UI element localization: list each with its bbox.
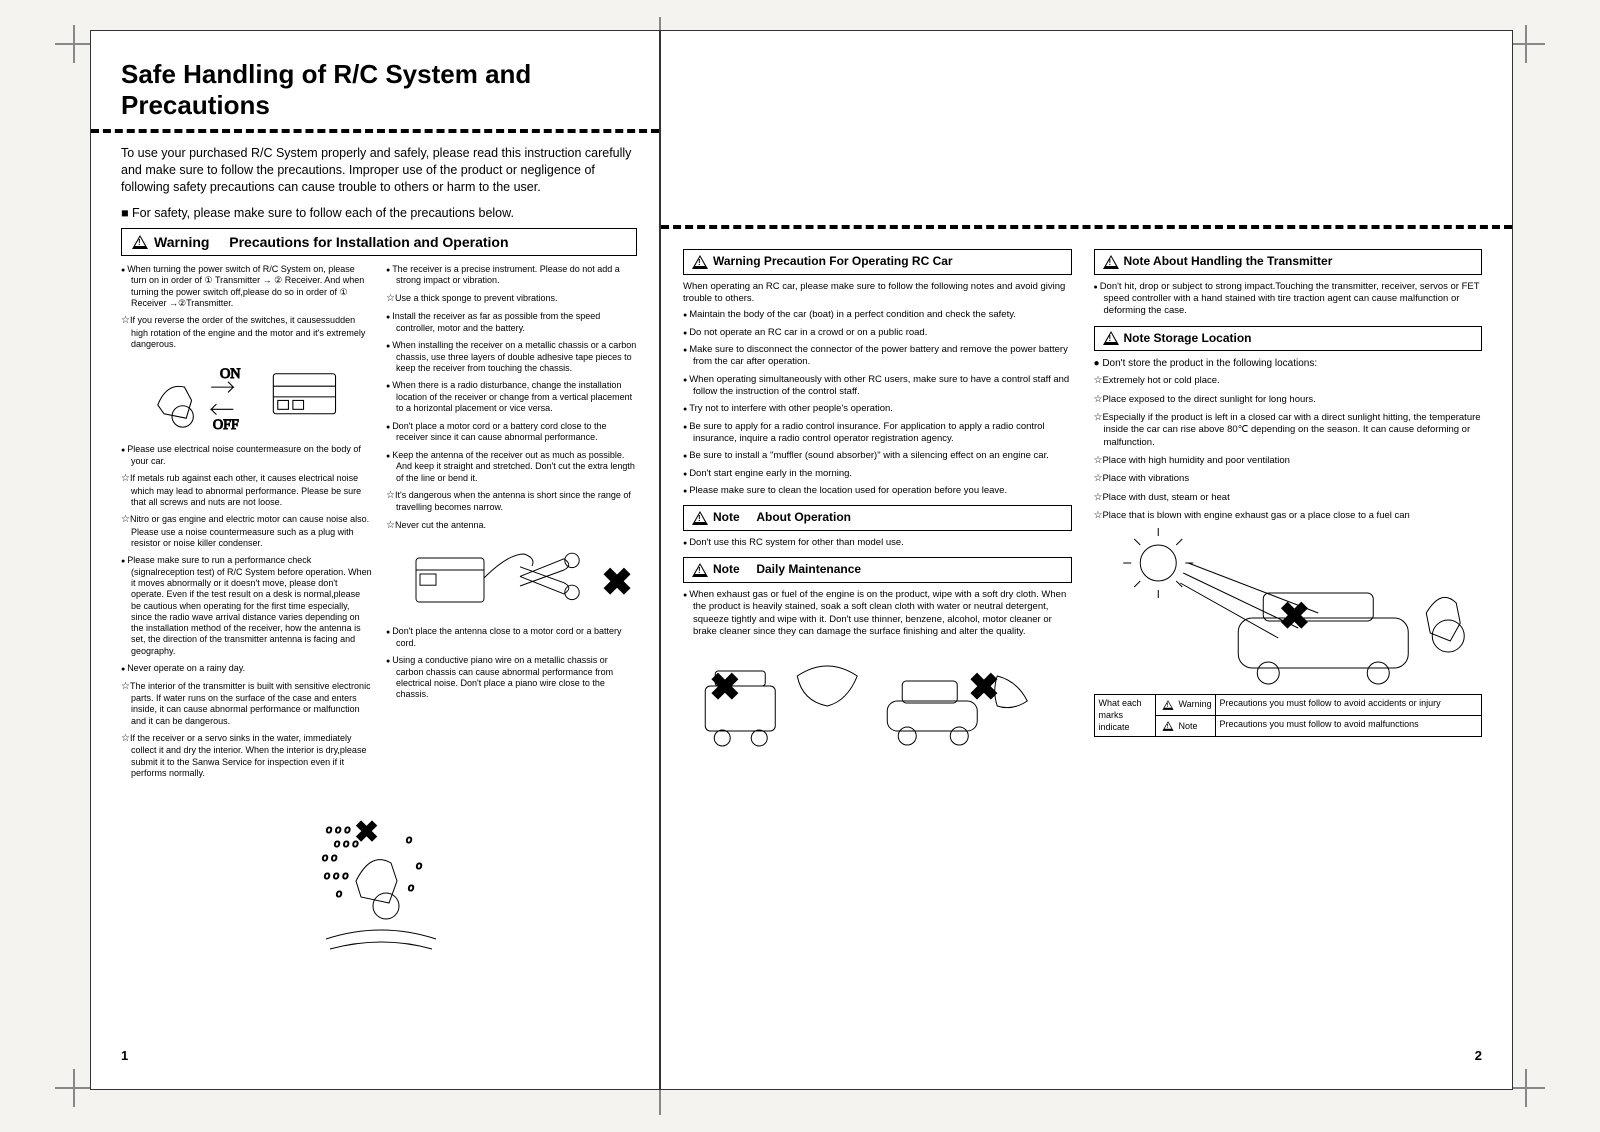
section-title: Note About Handling the Transmitter	[1124, 254, 1333, 270]
svg-text:OFF: OFF	[213, 417, 239, 433]
list-item: Be sure to apply for a radio control ins…	[683, 421, 1072, 446]
list-item: When turning the power switch of R/C Sys…	[121, 264, 372, 310]
note-label: Note	[713, 510, 740, 526]
intro-bullet: ■ For safety, please make sure to follow…	[121, 206, 637, 220]
right-page-columns: Warning Precaution For Operating RC Car …	[683, 241, 1482, 766]
list-item: Don't place a motor cord or a battery co…	[386, 421, 637, 444]
marks-left: What each marks indicate	[1095, 695, 1155, 736]
svg-text:o o o: o o o	[326, 824, 350, 836]
list-item: If metals rub against each other, it cau…	[121, 473, 372, 508]
section-title: Warning Precaution For Operating RC Car	[713, 254, 953, 270]
list-item: Use a thick sponge to prevent vibrations…	[386, 293, 637, 306]
list-item: Maintain the body of the car (boat) in a…	[683, 309, 1072, 321]
list-item: Don't place the antenna close to a motor…	[386, 626, 637, 649]
svg-text:o o: o o	[322, 852, 337, 864]
list-item: The interior of the transmitter is built…	[121, 681, 372, 727]
section-header-about-operation: Note About Operation	[683, 505, 1072, 531]
list-item: Be sure to install a "muffler (sound abs…	[683, 450, 1072, 462]
page-title: Safe Handling of R/C System and Precauti…	[121, 59, 637, 121]
note-label: Note	[713, 562, 740, 578]
list-item: When exhaust gas or fuel of the engine i…	[683, 589, 1072, 638]
svg-text:ON: ON	[220, 366, 241, 382]
marks-note-text: Precautions you must follow to avoid mal…	[1215, 715, 1482, 736]
storage-illustration: ✖	[1094, 528, 1483, 688]
list-item: Do not operate an RC car in a crowd or o…	[683, 327, 1072, 339]
list-item: If the receiver or a servo sinks in the …	[121, 733, 372, 779]
section-label: Warning	[154, 234, 209, 250]
warning-icon	[692, 255, 708, 269]
list-item: Using a conductive piano wire on a metal…	[386, 655, 637, 701]
svg-text:o: o	[336, 888, 342, 900]
left-column: When turning the power switch of R/C Sys…	[121, 264, 372, 786]
svg-text:o: o	[416, 860, 422, 872]
warning-icon	[692, 511, 708, 525]
warning-icon	[1103, 255, 1119, 269]
section-title: Daily Maintenance	[756, 562, 861, 578]
section-header-operating-rc: Warning Precaution For Operating RC Car	[683, 249, 1072, 275]
list-item: Install the receiver as far as possible …	[386, 311, 637, 334]
cleaning-illustration: ✖ ✖	[683, 646, 1072, 766]
divider-dashed-right	[661, 225, 1512, 229]
list-item: Try not to interfere with other people's…	[683, 403, 1072, 415]
svg-text:o o o: o o o	[324, 870, 348, 882]
marks-note-label: Note	[1155, 715, 1215, 736]
list-item: When there is a radio disturbance, chang…	[386, 380, 637, 414]
list-item: When operating simultaneously with other…	[683, 374, 1072, 399]
warning-icon	[1103, 331, 1119, 345]
two-column-body: When turning the power switch of R/C Sys…	[121, 264, 637, 786]
svg-text:o: o	[408, 882, 414, 894]
list-item: Place with dust, steam or heat	[1094, 491, 1483, 504]
rain-illustration: o o oo o oo oooo o ooo✖	[316, 821, 446, 961]
list-item: The receiver is a precise instrument. Pl…	[386, 264, 637, 287]
rcol-2: Note About Handling the Transmitter Don'…	[1094, 241, 1483, 766]
list-item: It's dangerous when the antenna is short…	[386, 490, 637, 514]
list-item: Place with high humidity and poor ventil…	[1094, 454, 1483, 467]
list-item: Make sure to disconnect the connector of…	[683, 344, 1072, 369]
intro-text: To use your purchased R/C System properl…	[121, 145, 637, 196]
marks-legend-box: What each marks indicate Warning Precaut…	[1094, 694, 1483, 737]
list-item: Nitro or gas engine and electric motor c…	[121, 514, 372, 549]
list-item: Please make sure to clean the location u…	[683, 485, 1072, 497]
section-title: About Operation	[756, 510, 851, 526]
list-item: Especially if the product is left in a c…	[1094, 411, 1483, 449]
list-item: Never operate on a rainy day.	[121, 663, 372, 675]
list-item: Don't hit, drop or subject to strong imp…	[1094, 281, 1483, 318]
section-title: Precautions for Installation and Operati…	[229, 234, 508, 250]
marks-warning-text: Precautions you must follow to avoid acc…	[1215, 695, 1482, 715]
list-item: Keep the antenna of the receiver out as …	[386, 450, 637, 484]
section-header-daily-maint: Note Daily Maintenance	[683, 557, 1072, 583]
page-left: Safe Handling of R/C System and Precauti…	[90, 30, 660, 1090]
marks-warning-label: Warning	[1155, 695, 1215, 715]
section-header-storage: Note Storage Location	[1094, 326, 1483, 352]
divider-dashed	[91, 129, 659, 133]
page-number-left: 1	[121, 1048, 128, 1063]
warning-icon	[132, 235, 148, 249]
sec6-intro: ● Don't store the product in the followi…	[1094, 357, 1483, 370]
list-item: Extremely hot or cold place.	[1094, 374, 1483, 387]
list-item: When installing the receiver on a metall…	[386, 340, 637, 374]
page-right: Warning Precaution For Operating RC Car …	[660, 30, 1513, 1090]
list-item: Place that is blown with engine exhaust …	[1094, 509, 1483, 522]
list-item: Place with vibrations	[1094, 472, 1483, 485]
power-illustration: ON OFF	[121, 356, 372, 436]
list-item: If you reverse the order of the switches…	[121, 315, 372, 350]
section-header-warning-install: Warning Precautions for Installation and…	[121, 228, 637, 256]
list-item: Please make sure to run a performance ch…	[121, 555, 372, 657]
list-item: Don't start engine early in the morning.	[683, 468, 1072, 480]
section-header-handling-tx: Note About Handling the Transmitter	[1094, 249, 1483, 275]
scissors-illustration: ✖	[386, 538, 637, 618]
section-title: Note Storage Location	[1124, 331, 1252, 347]
sec2-intro: When operating an RC car, please make su…	[683, 281, 1072, 306]
list-item: Never cut the antenna.	[386, 520, 637, 533]
rcol-1: Warning Precaution For Operating RC Car …	[683, 241, 1072, 766]
page-number-right: 2	[1475, 1048, 1482, 1063]
svg-text:o: o	[406, 834, 412, 846]
list-item: Please use electrical noise countermeasu…	[121, 444, 372, 467]
right-column: The receiver is a precise instrument. Pl…	[386, 264, 637, 786]
list-item: Don't use this RC system for other than …	[683, 537, 1072, 549]
list-item: Place exposed to the direct sunlight for…	[1094, 393, 1483, 406]
warning-icon	[692, 563, 708, 577]
